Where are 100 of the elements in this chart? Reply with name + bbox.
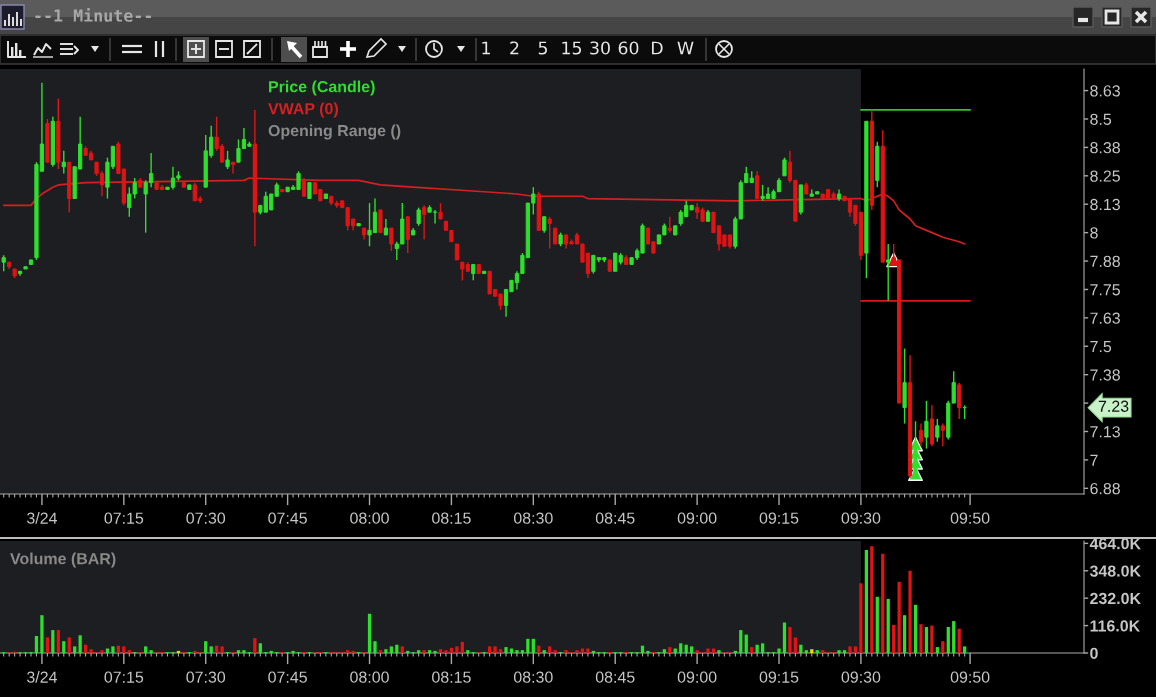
bar xyxy=(236,650,241,653)
bar xyxy=(875,596,879,653)
y-tick-label: 8 xyxy=(1090,227,1098,239)
bar xyxy=(515,650,519,653)
bar xyxy=(367,613,372,653)
candlestick xyxy=(918,422,924,447)
bar xyxy=(842,650,847,653)
y-tick-label: 8.63 xyxy=(1090,85,1120,97)
text: 5 xyxy=(538,41,548,55)
y-tick-label: 7.63 xyxy=(1090,312,1120,324)
candlestick xyxy=(422,204,427,241)
bar xyxy=(575,650,579,653)
candlestick xyxy=(378,209,383,234)
y-tick-label: 7.75 xyxy=(1090,284,1120,296)
bar xyxy=(51,630,55,653)
y-tick-label: 7 xyxy=(1090,454,1098,466)
bar xyxy=(531,638,535,653)
bar xyxy=(548,646,552,653)
bar xyxy=(67,637,71,653)
candlestick xyxy=(667,216,672,234)
bar xyxy=(952,621,956,653)
text: W xyxy=(677,41,694,55)
bar xyxy=(744,634,748,653)
bar xyxy=(427,650,432,653)
x-tick-label: 07:30 xyxy=(186,512,226,524)
bar xyxy=(821,650,825,653)
x-tick-label: 08:15 xyxy=(432,671,471,683)
bar xyxy=(690,646,694,653)
bar xyxy=(810,649,814,653)
x-tick-label: 3/24 xyxy=(27,671,58,683)
bar xyxy=(804,650,808,653)
bar xyxy=(346,650,350,653)
bar xyxy=(504,647,508,653)
y-tick-label: 7.13 xyxy=(1090,426,1120,438)
bar xyxy=(466,650,470,653)
bar xyxy=(946,627,950,653)
candlestick xyxy=(924,400,929,450)
bar xyxy=(902,615,907,653)
y-tick-label: 8.25 xyxy=(1090,170,1120,182)
bar xyxy=(209,646,213,653)
bar xyxy=(62,641,66,653)
x-tick-label: 07:45 xyxy=(268,671,307,683)
candlestick xyxy=(61,150,66,175)
bar xyxy=(127,650,131,653)
candlestick xyxy=(782,156,787,177)
bar xyxy=(793,637,798,653)
bar xyxy=(750,647,754,653)
bar xyxy=(924,627,929,653)
x-tick-label: 08:30 xyxy=(513,671,553,683)
bar xyxy=(89,649,93,653)
bar xyxy=(400,646,404,653)
candlestick xyxy=(935,418,940,443)
bar xyxy=(717,650,721,653)
bar xyxy=(848,646,852,653)
text: 60 xyxy=(618,41,639,55)
bar xyxy=(553,650,557,653)
bar xyxy=(913,604,918,653)
bar xyxy=(957,628,961,653)
bar xyxy=(930,625,934,653)
bar xyxy=(122,646,126,653)
bar xyxy=(291,650,295,653)
bar xyxy=(706,648,710,653)
bar xyxy=(56,630,60,653)
bar xyxy=(389,646,393,653)
bar xyxy=(204,641,208,653)
bar xyxy=(144,646,148,653)
x-tick-label: 07:15 xyxy=(104,512,144,524)
bar xyxy=(777,648,781,653)
bar xyxy=(668,647,672,653)
bar xyxy=(45,637,50,653)
bar xyxy=(460,641,464,653)
x-tick-label: 07:45 xyxy=(268,512,307,524)
annotation: Opening Range () xyxy=(268,124,401,140)
bar xyxy=(564,650,568,653)
x-tick-label: 09:50 xyxy=(950,671,990,683)
bar xyxy=(892,624,896,653)
x-tick-label: 07:30 xyxy=(186,671,226,683)
bar xyxy=(100,650,104,653)
x-tick-label: 09:30 xyxy=(841,512,881,524)
bar xyxy=(378,650,383,653)
bar xyxy=(886,598,890,653)
bar xyxy=(782,622,787,653)
bar xyxy=(34,635,39,653)
bar xyxy=(417,650,421,653)
bar xyxy=(488,646,492,653)
bar xyxy=(455,646,459,653)
bar xyxy=(520,650,525,653)
x-tick-label: 08:00 xyxy=(350,671,389,683)
bar xyxy=(788,627,792,653)
bar xyxy=(815,650,819,653)
bar xyxy=(739,630,743,653)
bar xyxy=(695,650,699,653)
bar xyxy=(837,650,841,653)
y-tick-label: 348.0K xyxy=(1089,565,1141,577)
bar xyxy=(258,643,262,653)
candlestick xyxy=(886,243,891,302)
bar xyxy=(908,570,912,653)
bar xyxy=(384,649,388,653)
text: Price (Candle) xyxy=(269,80,375,96)
y-tick-label: 232.0K xyxy=(1090,592,1141,605)
